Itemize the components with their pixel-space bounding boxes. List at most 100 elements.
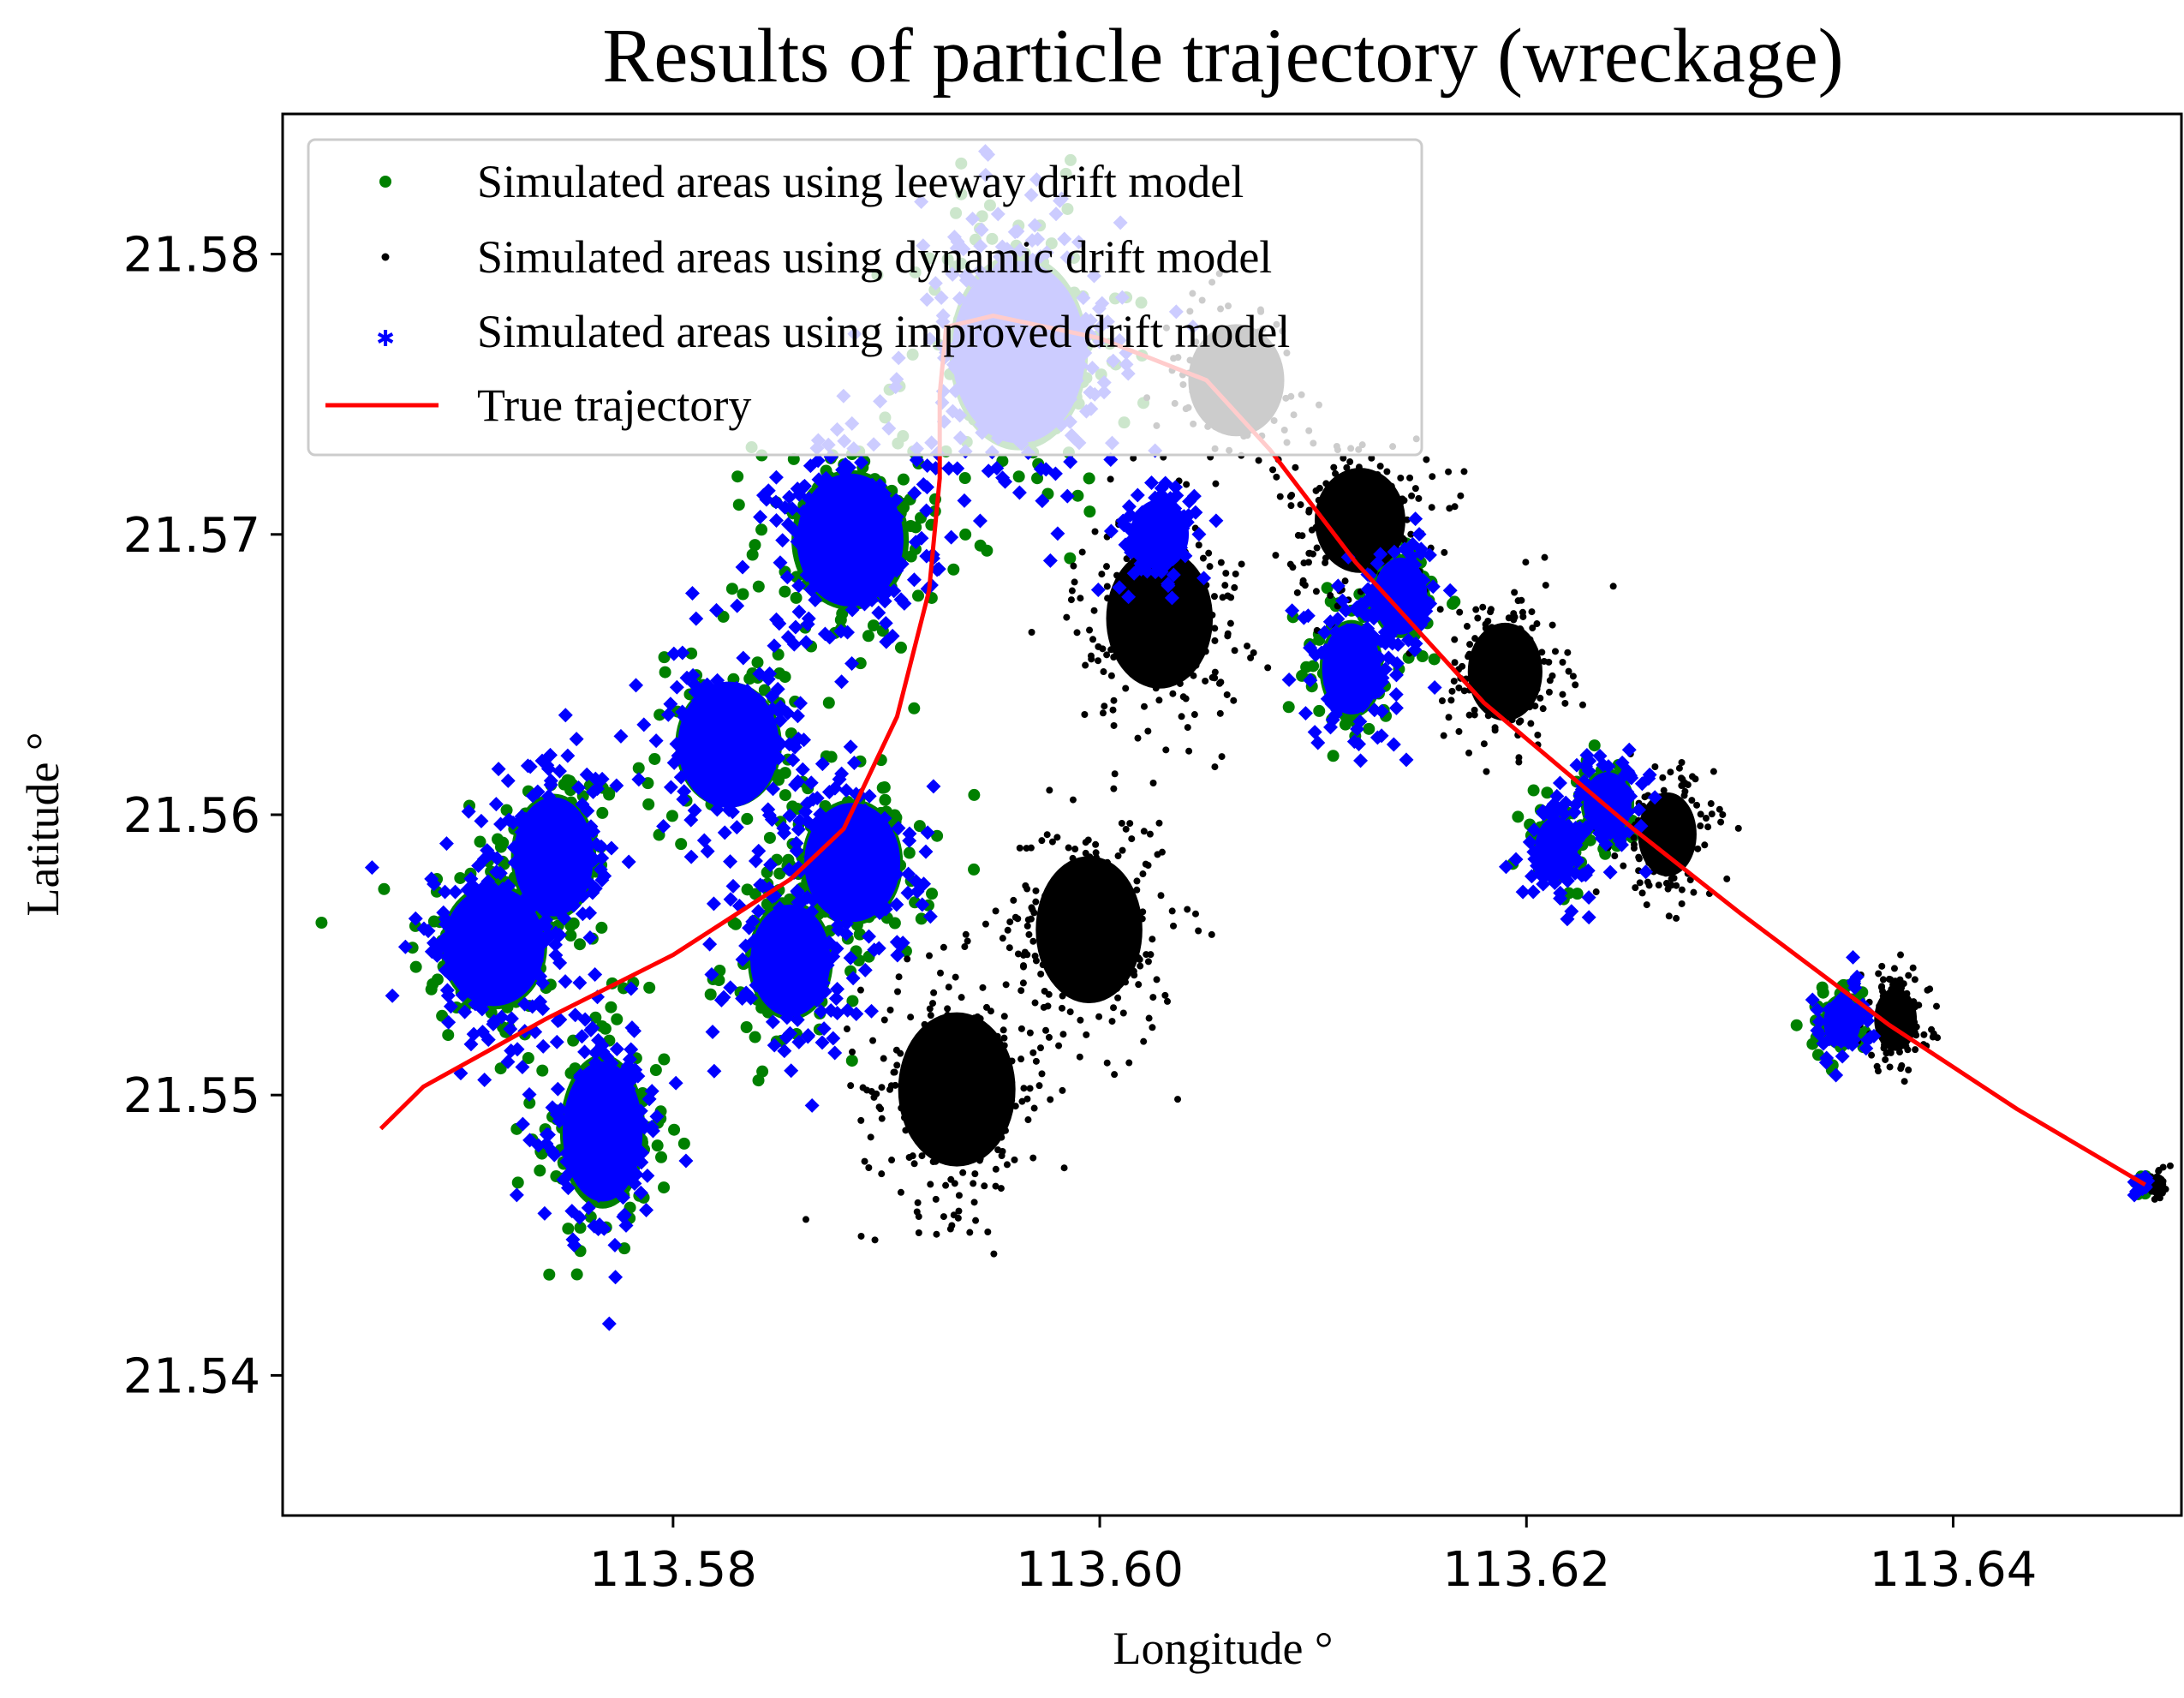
dynamic-point	[895, 973, 903, 981]
dynamic-point	[982, 920, 989, 928]
dynamic-point	[1158, 848, 1166, 856]
dynamic-point	[1023, 922, 1031, 930]
dynamic-point	[1255, 457, 1262, 464]
dynamic-point	[1004, 926, 1011, 934]
dynamic-point	[1673, 914, 1680, 922]
dynamic-point	[880, 1016, 888, 1024]
dynamic-point	[970, 1199, 978, 1206]
dynamic-point	[1534, 731, 1542, 738]
improved-point	[705, 1024, 720, 1039]
improved-point	[609, 1042, 624, 1057]
improved-point	[582, 906, 598, 921]
improved-point	[669, 679, 684, 695]
dynamic-point	[1037, 970, 1045, 978]
dynamic-point	[972, 1217, 980, 1224]
improved-point	[509, 1187, 524, 1203]
dynamic-point	[1273, 473, 1280, 481]
leeway-point	[704, 988, 717, 1001]
dynamic-point	[1474, 614, 1482, 622]
improved-point	[577, 1044, 593, 1060]
dynamic-point	[1480, 740, 1488, 748]
legend-label-improved: Simulated areas using improved drift mod…	[477, 306, 1290, 357]
dynamic-point	[1095, 643, 1102, 650]
dynamic-point	[1005, 944, 1013, 952]
leeway-point	[1363, 722, 1375, 735]
improved-point	[1011, 485, 1027, 500]
leeway-point	[740, 1020, 753, 1033]
improved-cluster-core	[804, 803, 901, 923]
dynamic-point	[1911, 976, 1918, 984]
improved-point	[762, 666, 778, 681]
improved-point	[766, 781, 780, 797]
dynamic-point	[1218, 753, 1226, 761]
dynamic-point	[1522, 559, 1530, 566]
improved-point	[621, 854, 636, 870]
dynamic-point	[904, 955, 911, 963]
dynamic-point	[1162, 746, 1170, 754]
leeway-point	[763, 831, 776, 844]
dynamic-point	[1145, 1014, 1153, 1022]
improved-point	[480, 874, 496, 889]
dynamic-point	[1047, 1096, 1054, 1103]
dynamic-point	[1565, 667, 1572, 675]
y-tick-label: 21.56	[123, 788, 260, 844]
dynamic-point	[1211, 668, 1219, 676]
leeway-point	[968, 788, 981, 801]
dynamic-point	[1023, 951, 1031, 959]
improved-point	[486, 1016, 501, 1031]
improved-point	[504, 1043, 519, 1059]
dynamic-point	[1169, 690, 1177, 697]
dynamic-point	[1046, 786, 1053, 794]
dynamic-cluster-core	[1315, 468, 1405, 573]
leeway-point	[1562, 887, 1575, 900]
leeway-point	[442, 1029, 455, 1042]
dynamic-point	[1161, 991, 1169, 999]
dynamic-point	[1227, 594, 1235, 601]
dynamic-point	[1592, 888, 1600, 896]
dynamic-point	[1368, 454, 1375, 462]
leeway-point	[570, 1268, 583, 1281]
dynamic-point	[1133, 877, 1141, 885]
leeway-point	[511, 1176, 524, 1189]
dynamic-point	[1134, 734, 1142, 742]
dynamic-point	[1137, 962, 1144, 970]
dynamic-point	[1231, 583, 1238, 591]
dynamic-point	[1108, 1018, 1116, 1025]
dynamic-point	[927, 1012, 934, 1019]
improved-point	[569, 732, 584, 747]
dynamic-point	[1211, 674, 1219, 682]
improved-cluster-core	[513, 797, 594, 917]
dynamic-point	[1312, 588, 1320, 595]
dynamic-point	[1032, 898, 1040, 906]
improved-point	[1353, 753, 1369, 768]
improved-point	[788, 777, 803, 792]
dynamic-point	[1135, 981, 1143, 989]
improved-point	[504, 1011, 519, 1026]
dynamic-point	[1441, 548, 1448, 556]
improved-point	[1525, 884, 1541, 900]
dynamic-point	[1179, 693, 1187, 701]
improved-point	[494, 1009, 510, 1025]
dynamic-point	[1446, 505, 1453, 512]
leeway-point	[854, 657, 867, 670]
leeway-point	[947, 563, 960, 576]
improved-point	[696, 833, 712, 848]
leeway-point	[474, 835, 486, 848]
improved-point	[474, 813, 489, 828]
improved-point	[548, 948, 564, 963]
improved-point	[441, 1014, 456, 1030]
dynamic-point	[1697, 810, 1704, 818]
improved-point	[613, 728, 629, 744]
dynamic-point	[1688, 797, 1696, 804]
dynamic-point	[1289, 564, 1297, 571]
improved-point	[472, 895, 487, 911]
improved-point	[767, 638, 782, 654]
dynamic-point	[1932, 1002, 1940, 1010]
dynamic-point	[1014, 950, 1022, 958]
dynamic-point	[1088, 655, 1095, 663]
dynamic-point	[1636, 879, 1644, 887]
dynamic-point	[982, 1003, 990, 1011]
improved-point	[533, 994, 548, 1009]
dynamic-point	[1028, 628, 1035, 636]
dynamic-point	[1045, 1033, 1053, 1041]
